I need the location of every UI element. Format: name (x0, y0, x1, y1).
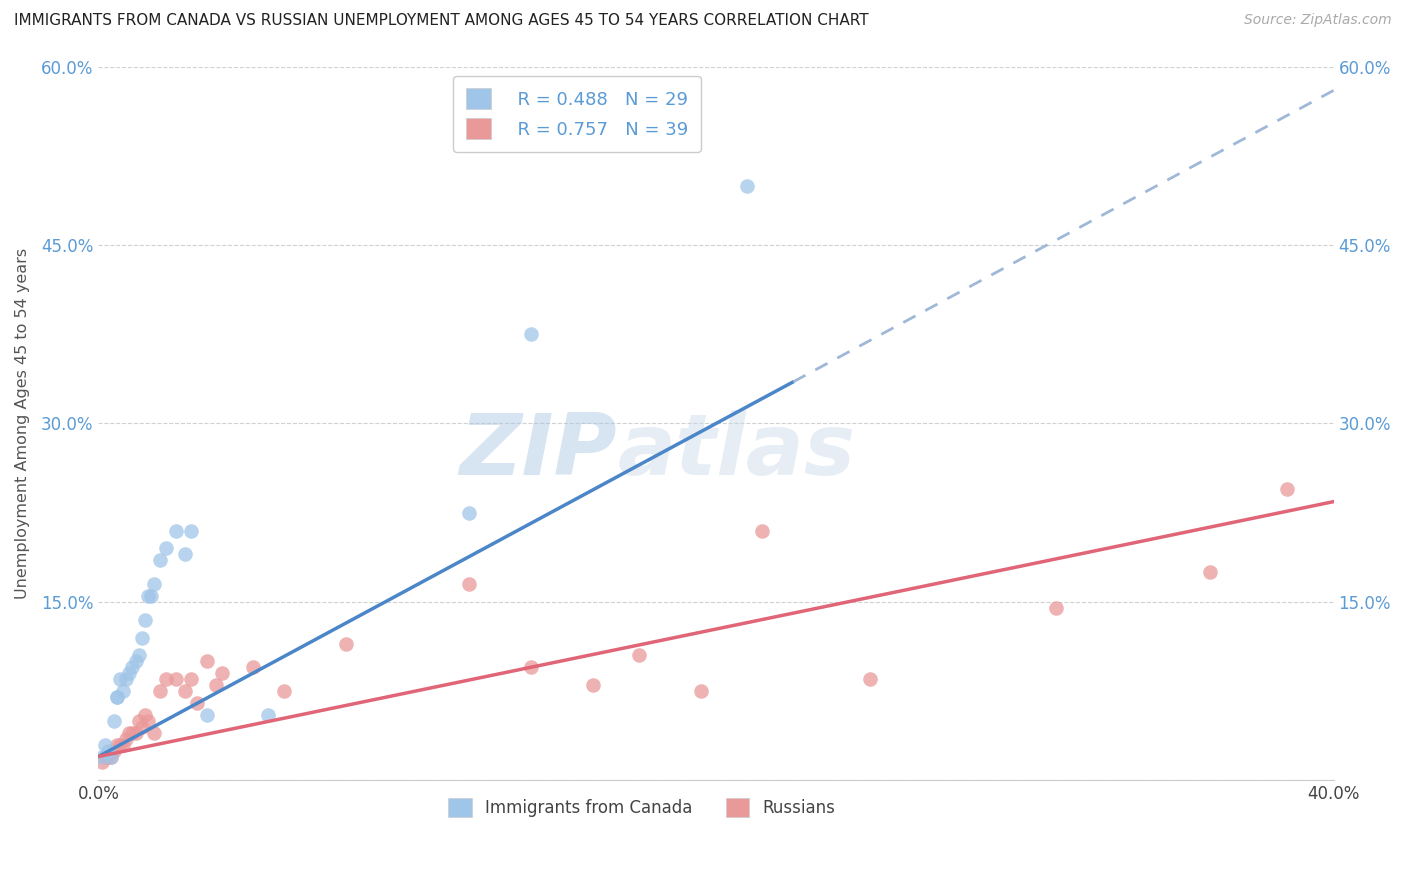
Point (93, 749, 115, 764)
Point (165, 672, 187, 686)
Point (90, 756, 112, 770)
Point (90, 749, 112, 764)
Point (143, 577, 166, 591)
Point (128, 714, 150, 728)
Point (134, 707, 156, 722)
Point (108, 738, 131, 752)
Point (118, 725, 141, 739)
Point (97, 743, 120, 757)
Point (103, 743, 125, 757)
Point (131, 631, 153, 645)
Point (143, 725, 166, 739)
Text: ZIP: ZIP (460, 410, 617, 493)
Point (174, 684, 197, 698)
Point (100, 749, 122, 764)
Point (115, 672, 138, 686)
Point (751, 524, 773, 538)
Point (627, 648, 650, 663)
Point (335, 636, 357, 650)
Point (136, 589, 159, 603)
Point (195, 707, 218, 722)
Point (242, 660, 264, 674)
Point (149, 553, 172, 567)
Point (458, 577, 481, 591)
Point (124, 654, 146, 668)
Legend: Immigrants from Canada, Russians: Immigrants from Canada, Russians (440, 789, 844, 825)
Point (118, 666, 141, 681)
Point (105, 690, 128, 704)
Point (155, 672, 177, 686)
Point (735, 178, 758, 193)
Point (273, 684, 295, 698)
Point (105, 738, 128, 752)
Text: atlas: atlas (617, 410, 855, 493)
Point (93, 738, 115, 752)
Point (257, 707, 280, 722)
Point (103, 714, 125, 728)
Point (174, 547, 197, 561)
Point (139, 589, 162, 603)
Text: Source: ZipAtlas.com: Source: ZipAtlas.com (1244, 13, 1392, 28)
Point (97, 749, 120, 764)
Point (121, 660, 143, 674)
Point (121, 725, 143, 739)
Point (1277, 482, 1299, 496)
Point (128, 648, 150, 663)
Point (115, 731, 138, 746)
Point (520, 327, 543, 342)
Point (108, 672, 131, 686)
Point (149, 684, 172, 698)
Point (131, 720, 153, 734)
Point (204, 678, 226, 692)
Point (581, 678, 603, 692)
Point (180, 672, 202, 686)
Point (105, 690, 128, 704)
Point (155, 541, 177, 556)
Point (136, 714, 159, 728)
Point (1199, 565, 1222, 579)
Point (112, 684, 135, 698)
Point (180, 524, 202, 538)
Point (134, 613, 156, 627)
Point (211, 666, 233, 681)
Y-axis label: Unemployment Among Ages 45 to 54 years: Unemployment Among Ages 45 to 54 years (15, 248, 30, 599)
Point (458, 506, 481, 520)
Point (112, 738, 135, 752)
Point (520, 660, 543, 674)
Point (124, 725, 146, 739)
Point (195, 654, 218, 668)
Text: IMMIGRANTS FROM CANADA VS RUSSIAN UNEMPLOYMENT AMONG AGES 45 TO 54 YEARS CORRELA: IMMIGRANTS FROM CANADA VS RUSSIAN UNEMPL… (14, 13, 869, 29)
Point (1045, 600, 1067, 615)
Point (100, 749, 122, 764)
Point (165, 524, 187, 538)
Point (859, 672, 882, 686)
Point (186, 696, 208, 710)
Point (689, 684, 711, 698)
